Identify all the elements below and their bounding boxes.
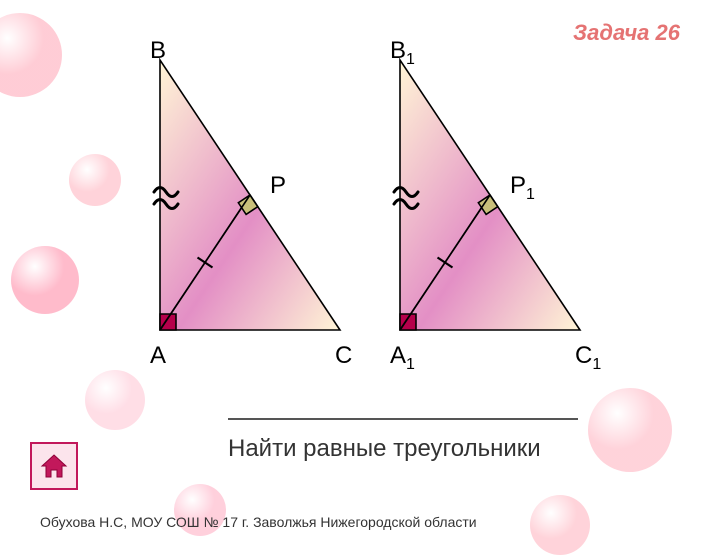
- task-text: Найти равные треугольники: [228, 435, 568, 464]
- vertex-label: B: [150, 37, 166, 65]
- balloon-decoration: [0, 13, 62, 97]
- vertex-label: A1: [390, 342, 415, 374]
- home-button[interactable]: [30, 442, 78, 490]
- vertex-label: P1: [510, 172, 535, 204]
- vertex-label: B1: [390, 37, 415, 69]
- footer-text: Обухова Н.С, МОУ СОШ № 17 г. Заволжья Ни…: [40, 514, 477, 530]
- balloon-decoration: [530, 495, 590, 555]
- vertex-label: C: [335, 342, 352, 370]
- vertex-label: C1: [575, 342, 601, 374]
- divider: [228, 418, 578, 420]
- balloon-decoration: [588, 388, 672, 472]
- vertex-label: A: [150, 342, 166, 370]
- balloon-decoration: [11, 246, 79, 314]
- vertex-label: P: [270, 172, 286, 200]
- balloon-decoration: [69, 154, 121, 206]
- home-icon: [39, 451, 69, 481]
- geometry-diagram: [120, 40, 640, 385]
